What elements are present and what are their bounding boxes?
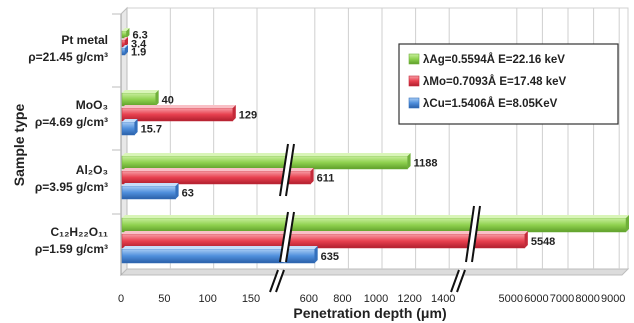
axis-break-mark [285, 211, 295, 263]
y-axis-title: Sample type [11, 104, 27, 187]
axis-break-mark [279, 211, 289, 263]
x-tick-label: 1000 [364, 293, 388, 305]
bar-value-label: 6.3 [132, 30, 147, 42]
bar-2-2 [121, 185, 176, 200]
bar-value-label: 1.9 [131, 47, 146, 59]
category-name: Pt metal [61, 33, 108, 47]
legend-swatch [408, 53, 420, 65]
bar-value-label: 635 [321, 251, 339, 263]
category-name: MoO₃ [76, 98, 108, 112]
x-axis-title: Penetration depth (μm) [293, 305, 446, 321]
axis-break-mark [275, 269, 285, 293]
bar-value-label: 611 [317, 173, 335, 185]
legend-swatch [408, 97, 420, 109]
x-tick-label: 0 [118, 293, 124, 305]
bar-value-label: 5548 [531, 236, 555, 248]
legend-box [398, 43, 619, 125]
x-tick-label: 50 [158, 293, 170, 305]
x-tick-label: 1400 [431, 293, 455, 305]
bar-0-3 [121, 217, 627, 233]
axis-break-gap [451, 269, 465, 293]
bar-top-face [122, 153, 411, 156]
legend-entry: λAg=0.5594Å E=22.16 keV [423, 53, 565, 66]
category-name: C₁₂H₂₂O₁₁ [50, 225, 108, 239]
bar-value-label: 129 [239, 110, 257, 122]
bar-0-1 [121, 92, 156, 107]
legend-swatch [408, 75, 420, 87]
legend-entry: λCu=1.5406Å E=8.05KeV [423, 97, 558, 110]
bar-top-face [122, 45, 128, 48]
bar-value-label: 15.7 [141, 124, 162, 136]
x-tick-label: 1200 [397, 293, 421, 305]
x-tick-label: 7000 [550, 293, 574, 305]
bar-top-face [122, 246, 318, 249]
bar-end-face [155, 90, 159, 106]
axis-break-mark [471, 205, 481, 263]
axis-break-gap [280, 211, 294, 263]
bar-end-face [314, 246, 318, 263]
axis-break-mark [269, 269, 279, 293]
x-tick-label: 8000 [575, 293, 599, 305]
bar-end-face [134, 119, 138, 135]
category-density: ρ=1.59 g/cm³ [35, 242, 108, 256]
legend-entry: λMo=0.7093Å E=17.48 keV [423, 75, 567, 88]
bar-2-1 [121, 121, 135, 136]
labels: 0 50 100 150 600 800 1000 1200 1400 5000 6000 7000 8… [11, 30, 625, 322]
x-tick-label: 800 [333, 293, 351, 305]
category-name: Al₂O₃ [76, 163, 108, 177]
bar-top-face [122, 90, 159, 93]
axis-break-mark [450, 269, 460, 293]
bar-top-face [122, 168, 314, 171]
bar-end-face [407, 153, 411, 169]
bar-0-2 [121, 155, 408, 170]
axis-break-mark [456, 269, 466, 293]
bar-end-face [125, 37, 128, 47]
category-density: ρ=4.69 g/cm³ [35, 115, 108, 129]
bar-top-face [122, 215, 629, 218]
plot-floor [119, 268, 630, 276]
bar-1-1 [121, 107, 234, 122]
bar-end-face [175, 183, 179, 199]
axis-break-mark [279, 143, 289, 197]
bar-end-face [524, 231, 528, 248]
x-tick-label: 9000 [601, 293, 625, 305]
bar-top-face [122, 28, 130, 31]
x-tick-label: 5000 [499, 293, 523, 305]
bar-end-face [126, 28, 130, 38]
bar-top-face [122, 37, 128, 40]
bar-top-face [122, 231, 528, 234]
bar-2-0 [121, 47, 126, 56]
bar-0-0 [121, 30, 127, 39]
x-tick-label: 100 [198, 293, 216, 305]
category-density: ρ=21.45 g/cm³ [28, 50, 108, 64]
x-tick-label: 6000 [524, 293, 548, 305]
axis-break-gap [280, 143, 294, 197]
bar-value-label: 3.4 [131, 39, 147, 51]
x-tick-label: 600 [300, 293, 318, 305]
bar-top-face [122, 105, 236, 108]
legend: λAg=0.5594Å E=22.16 keV λMo=0.7093Å E=17.… [398, 43, 619, 125]
bar-value-label: 40 [162, 95, 174, 107]
bar-value-label: 63 [182, 188, 194, 200]
category-density: ρ=3.95 g/cm³ [35, 180, 108, 194]
bars [121, 28, 629, 293]
axis-break-mark [285, 143, 295, 197]
bar-top-face [122, 119, 138, 122]
bar-top-face [122, 183, 179, 186]
axis-break-mark [465, 205, 475, 263]
bar-end-face [232, 105, 236, 121]
x-tick-label: 150 [242, 293, 260, 305]
bar-end-face [310, 168, 314, 184]
bar-1-3 [121, 233, 526, 249]
axis-break-gap [466, 205, 480, 263]
bar-value-label: 1188 [414, 158, 438, 170]
bar-end-face [626, 215, 629, 232]
axis-break-gap [270, 269, 284, 293]
bar-end-face [125, 45, 128, 55]
